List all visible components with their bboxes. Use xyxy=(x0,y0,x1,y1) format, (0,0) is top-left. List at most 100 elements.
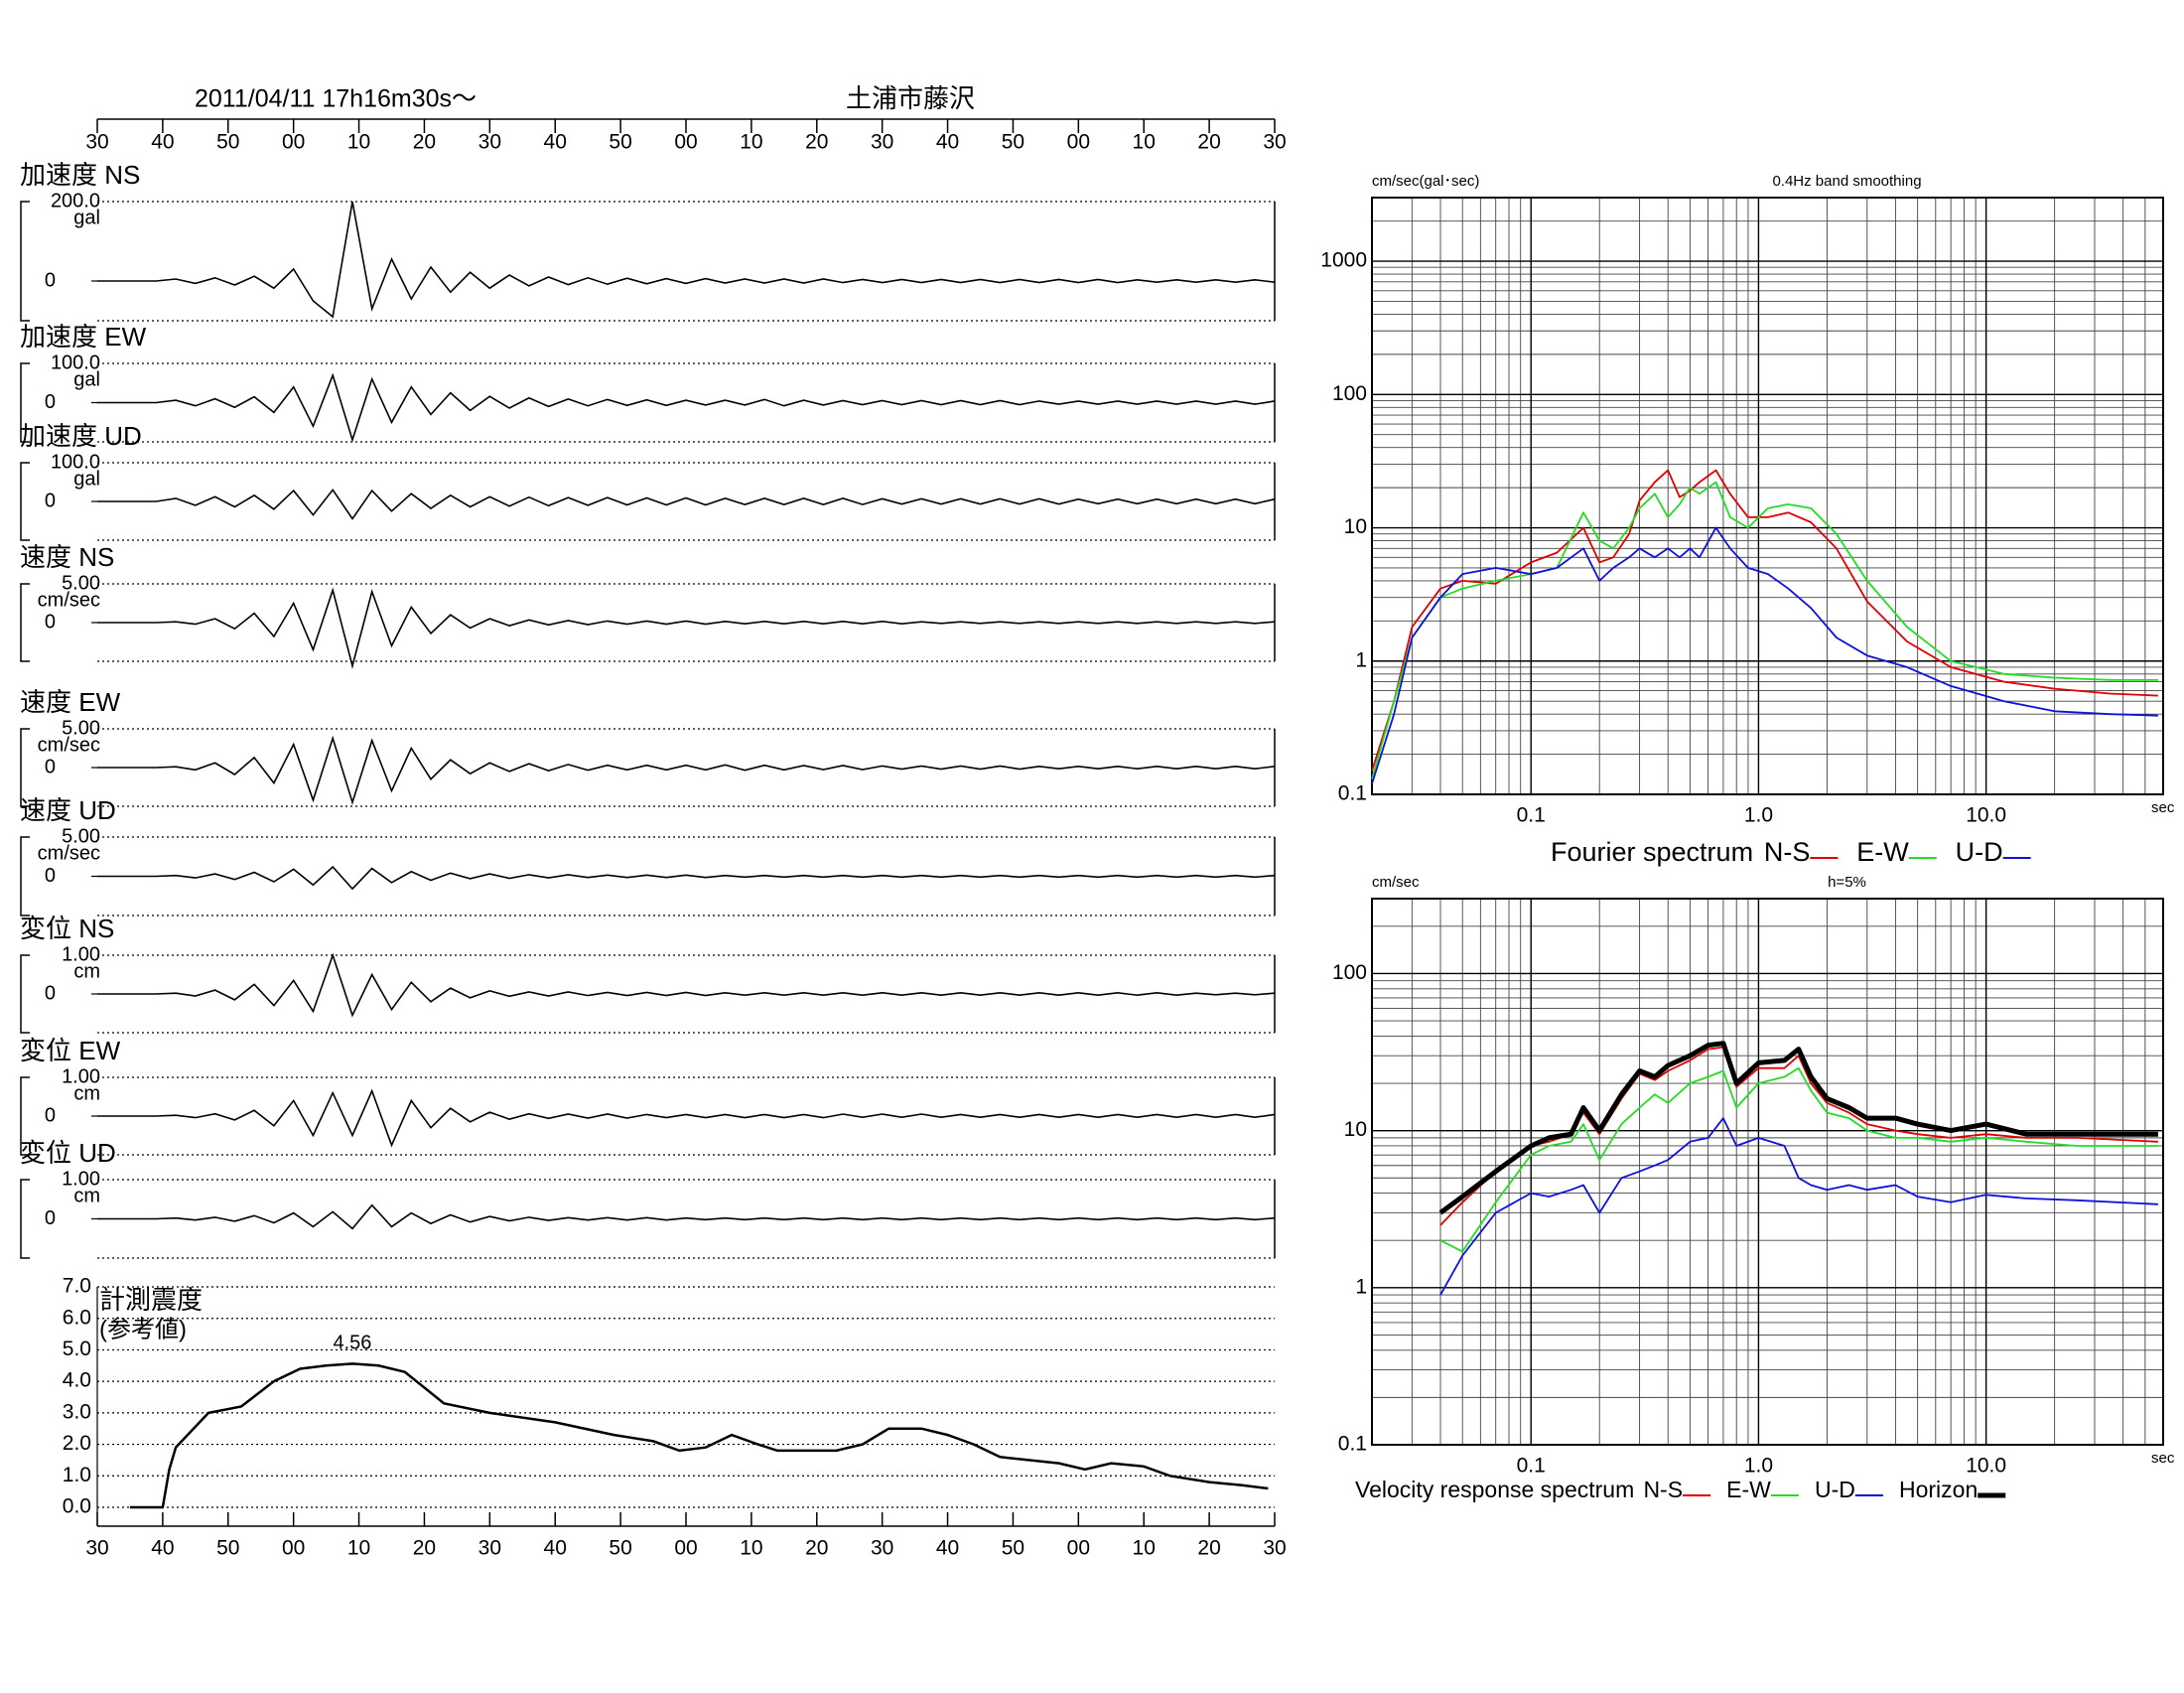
y-tick-label: 100.0 xyxy=(51,352,100,373)
y-unit: cm/sec xyxy=(1372,874,1420,891)
trace-bracket xyxy=(20,462,30,541)
time-tick-label: 40 xyxy=(151,1537,174,1560)
x-tick-label: 10.0 xyxy=(1966,1455,2006,1478)
time-tick-label: 20 xyxy=(805,131,828,154)
trace-bracket xyxy=(20,201,30,322)
waveform xyxy=(97,372,1276,443)
y-unit: cm/sec(gal･sec) xyxy=(1372,173,1479,190)
spectrum-line xyxy=(1439,1117,2158,1296)
time-tick-label: 00 xyxy=(1067,1537,1090,1560)
trace-label: 変位 UD xyxy=(20,1138,116,1168)
legend-label: U-D xyxy=(1815,1477,1855,1502)
trace-bracket xyxy=(20,836,30,917)
x-unit: sec xyxy=(2151,799,2175,816)
trace-label: 速度 EW xyxy=(20,687,121,717)
unit-label: gal xyxy=(73,468,100,490)
waveform xyxy=(97,201,1276,319)
y-tick-label: 1.00 xyxy=(62,1065,100,1087)
y-tick-label: 3.0 xyxy=(63,1400,91,1423)
time-tick-label: 10 xyxy=(1133,1537,1156,1560)
time-tick-label: 40 xyxy=(544,131,567,154)
waveform xyxy=(97,1203,1276,1230)
time-tick-label: 50 xyxy=(1002,1537,1024,1560)
x-tick-label: 0.1 xyxy=(1517,804,1546,827)
time-tick-label: 30 xyxy=(85,131,108,154)
x-unit: sec xyxy=(2151,1450,2175,1467)
y-tick-label: 0 xyxy=(45,1104,56,1126)
time-tick-label: 30 xyxy=(1263,131,1286,154)
unit-label: cm/sec xyxy=(38,734,100,756)
time-tick-label: 00 xyxy=(674,1537,697,1560)
x-tick-label: 0.1 xyxy=(1517,1455,1546,1478)
y-tick-label: 7.0 xyxy=(63,1275,91,1298)
y-tick-label: 10 xyxy=(1344,1118,1367,1141)
intensity-line xyxy=(129,1362,1269,1509)
trace-label: 変位 EW xyxy=(20,1036,121,1065)
time-tick-label: 20 xyxy=(413,1537,436,1560)
legend-label: Horizon xyxy=(1899,1477,1978,1502)
trace-bracket xyxy=(20,954,30,1034)
trace-bracket xyxy=(20,362,30,443)
spectrum-line xyxy=(1439,1066,2158,1253)
x-tick-label: 1.0 xyxy=(1744,1455,1773,1478)
y-tick-label: 0 xyxy=(45,865,56,887)
time-tick-label: 50 xyxy=(216,1537,239,1560)
trace-bracket xyxy=(20,583,30,662)
trace-bracket xyxy=(20,1179,30,1259)
station-name: 土浦市藤沢 xyxy=(846,83,975,113)
time-tick-label: 10 xyxy=(740,1537,762,1560)
time-tick-label: 10 xyxy=(1133,131,1156,154)
time-tick-label: 40 xyxy=(936,1537,959,1560)
time-tick-label: 50 xyxy=(216,131,239,154)
unit-label: cm/sec xyxy=(38,589,100,611)
record-datetime: 2011/04/11 17h16m30s～ xyxy=(195,85,477,113)
unit-label: cm xyxy=(73,1185,100,1206)
trace-label: 変位 NS xyxy=(20,914,114,943)
unit-label: cm xyxy=(73,1082,100,1104)
unit-label: gal xyxy=(73,368,100,390)
time-tick-label: 00 xyxy=(282,131,305,154)
time-tick-label: 40 xyxy=(544,1537,567,1560)
trace-label: 加速度 NS xyxy=(20,160,140,190)
y-tick-label: 0 xyxy=(45,490,56,511)
trace-label: 加速度 EW xyxy=(20,322,147,352)
time-tick-label: 50 xyxy=(1002,131,1024,154)
time-tick-label: 20 xyxy=(1197,1537,1220,1560)
y-tick-label: 0 xyxy=(45,391,56,413)
y-tick-label: 0.1 xyxy=(1338,1433,1367,1456)
chart-subtitle: (参考値) xyxy=(99,1316,187,1342)
y-tick-label: 100 xyxy=(1332,961,1367,984)
spectrum-line xyxy=(1438,1041,2158,1215)
time-tick-label: 30 xyxy=(85,1537,108,1560)
y-tick-label: 200.0 xyxy=(51,190,100,212)
legend-label: N-S xyxy=(1764,837,1811,867)
time-tick-label: 10 xyxy=(740,131,762,154)
y-tick-label: 0.1 xyxy=(1338,782,1367,805)
y-tick-label: 1 xyxy=(1355,648,1367,671)
legend-label: N-S xyxy=(1643,1477,1683,1502)
y-tick-label: 0.0 xyxy=(63,1495,91,1518)
legend-label: E-W xyxy=(1726,1477,1771,1502)
time-tick-label: 30 xyxy=(478,1537,501,1560)
y-tick-label: 0 xyxy=(45,1207,56,1229)
spectrum-line xyxy=(1371,526,2158,784)
y-tick-label: 0 xyxy=(45,756,56,777)
time-tick-label: 50 xyxy=(609,131,631,154)
trace-bracket xyxy=(20,1076,30,1156)
y-tick-label: 4.0 xyxy=(63,1369,91,1392)
y-tick-label: 5.00 xyxy=(62,825,100,847)
peak-label: 4.56 xyxy=(333,1333,371,1354)
legend-label: E-W xyxy=(1856,837,1909,867)
waveform xyxy=(97,587,1276,669)
unit-label: cm xyxy=(73,960,100,982)
unit-label: gal xyxy=(73,207,100,228)
time-tick-label: 20 xyxy=(805,1537,828,1560)
waveform xyxy=(97,952,1276,1018)
y-tick-label: 1000 xyxy=(1320,249,1367,272)
time-tick-label: 40 xyxy=(151,131,174,154)
y-tick-label: 1.0 xyxy=(63,1464,91,1486)
y-tick-label: 1.00 xyxy=(62,1168,100,1190)
y-tick-label: 5.0 xyxy=(63,1338,91,1360)
y-tick-label: 5.00 xyxy=(62,717,100,739)
y-tick-label: 1.00 xyxy=(62,943,100,965)
